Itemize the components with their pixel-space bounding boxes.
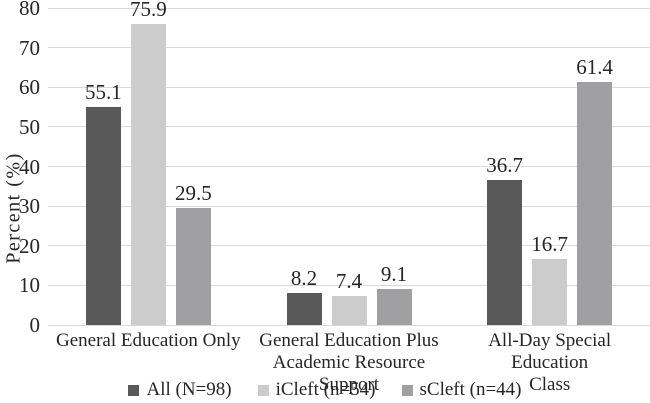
y-tick-label: 20 <box>19 233 40 258</box>
y-gridline <box>48 284 650 286</box>
bar <box>376 288 412 325</box>
legend-label: All (N=98) <box>146 379 232 400</box>
bar-value-label: 16.7 <box>531 231 569 256</box>
x-axis-line <box>48 324 650 326</box>
plot-area: 55.1 75.9 29.5 8.2 7.4 9.1 36.7 16.7 61.4 <box>48 0 650 326</box>
legend-item: sCleft (n=44) <box>401 379 522 401</box>
bar <box>286 292 322 325</box>
category-label-line: General Education Only <box>56 330 241 351</box>
bar <box>487 179 523 325</box>
bar <box>130 24 166 325</box>
bar <box>331 295 367 325</box>
legend-swatch <box>257 384 269 396</box>
legend-label: sCleft (n=44) <box>419 379 522 400</box>
legend: All (N=98) iCleft (n=54) sCleft (n=44) <box>0 379 650 401</box>
y-gridline <box>48 47 650 49</box>
bar <box>577 81 613 325</box>
bar <box>85 106 121 325</box>
bar <box>175 208 211 325</box>
y-tick-label: 80 <box>19 0 40 20</box>
category-label-line: General Education Plus <box>259 330 439 351</box>
legend-label: iCleft (n=54) <box>275 379 376 400</box>
legend-item: iCleft (n=54) <box>257 379 376 401</box>
y-gridline <box>48 7 650 9</box>
legend-swatch <box>401 384 413 396</box>
bar-value-label: 8.2 <box>290 265 318 290</box>
category-label-line: Academic Resource Support <box>272 352 426 395</box>
category-label-line: All-Day Special Education <box>488 330 612 373</box>
y-gridline <box>48 166 650 167</box>
category-label: General Education Only <box>48 330 249 352</box>
bar <box>532 258 568 325</box>
y-gridline <box>48 126 650 128</box>
y-gridline <box>48 205 650 207</box>
y-tick-label: 70 <box>19 35 40 60</box>
bar-value-label: 29.5 <box>174 181 212 206</box>
legend-swatch <box>128 384 140 396</box>
y-tick-label: 10 <box>19 273 40 298</box>
bar-value-label: 75.9 <box>129 0 167 22</box>
x-axis: General Education Only General Education … <box>48 330 650 395</box>
y-tick-label: 0 <box>29 313 41 337</box>
y-tick-label: 30 <box>19 194 40 219</box>
y-axis: 0 10 20 30 40 50 60 70 80 <box>0 0 40 336</box>
category-label: General Education Plus Academic Resource … <box>249 330 450 396</box>
y-tick-label: 60 <box>19 75 40 100</box>
legend-item: All (N=98) <box>128 379 232 401</box>
y-gridline <box>48 86 650 88</box>
category-label: All-Day Special Education Class <box>449 330 650 396</box>
bar-value-label: 7.4 <box>335 268 363 293</box>
y-tick-label: 50 <box>19 114 40 139</box>
y-tick-label: 40 <box>19 154 40 179</box>
y-gridline <box>48 245 650 247</box>
category-label-line: Class <box>529 374 571 395</box>
bar-value-label: 55.1 <box>84 79 122 104</box>
bar-value-label: 36.7 <box>486 152 524 177</box>
bar-value-label: 9.1 <box>380 261 408 286</box>
bar-value-label: 61.4 <box>576 54 614 79</box>
